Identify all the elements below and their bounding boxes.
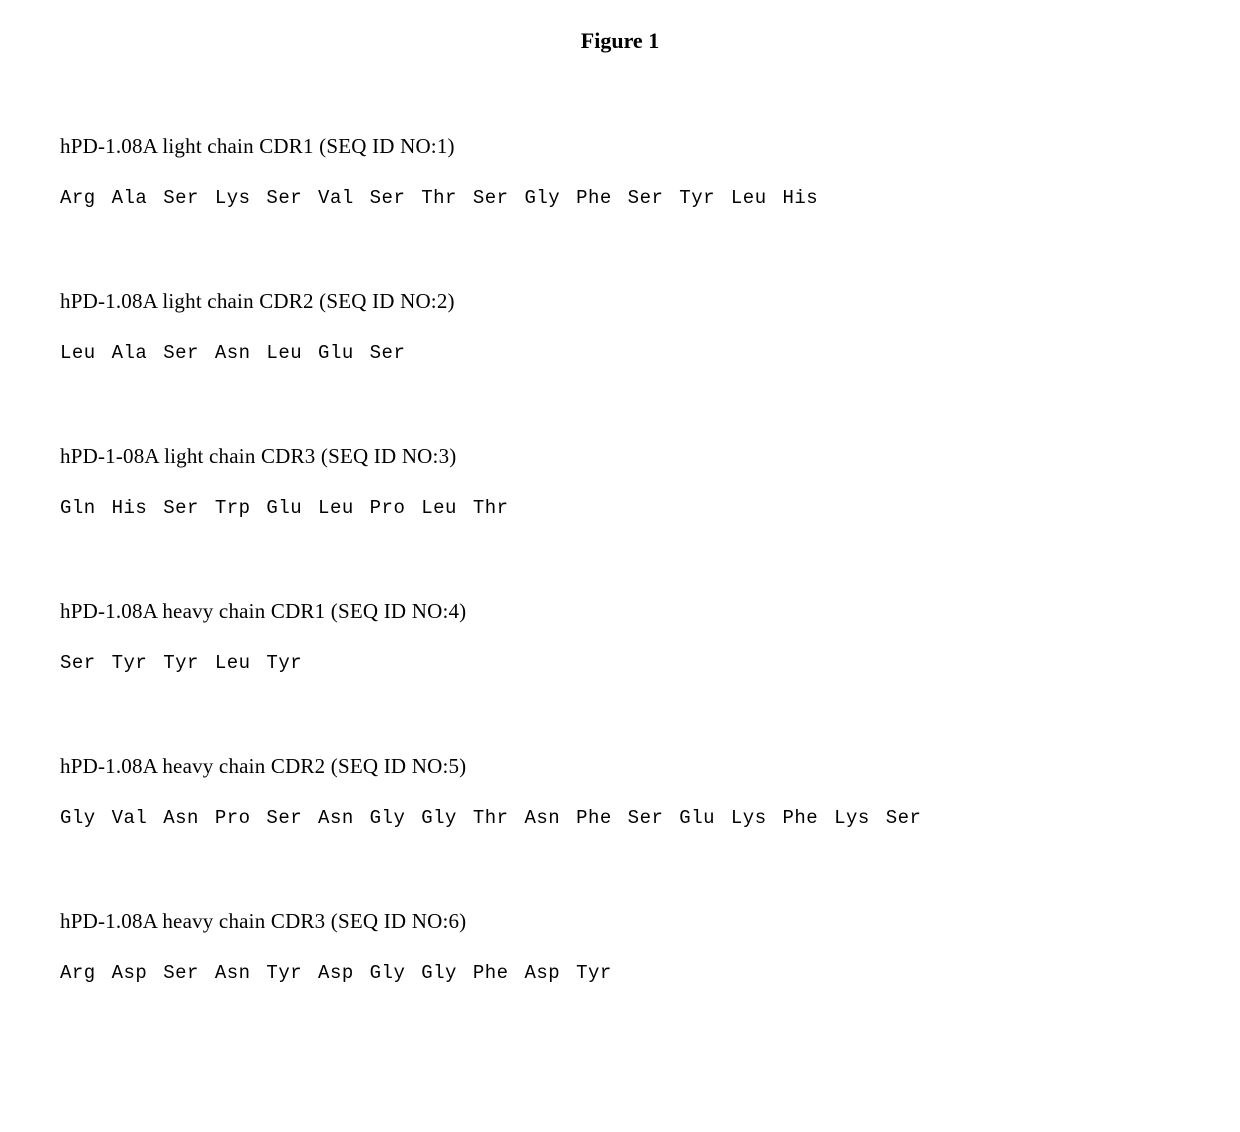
sequence-label: hPD-1.08A heavy chain CDR3 (SEQ ID NO:6) xyxy=(60,909,1180,934)
sequence-residues: Leu Ala Ser Asn Leu Glu Ser xyxy=(60,342,1180,364)
sequence-block: hPD-1.08A light chain CDR1 (SEQ ID NO:1)… xyxy=(60,134,1180,209)
sequence-label: hPD-1-08A light chain CDR3 (SEQ ID NO:3) xyxy=(60,444,1180,469)
sequence-block: hPD-1-08A light chain CDR3 (SEQ ID NO:3)… xyxy=(60,444,1180,519)
figure-title: Figure 1 xyxy=(60,28,1180,54)
sequence-label: hPD-1.08A heavy chain CDR2 (SEQ ID NO:5) xyxy=(60,754,1180,779)
sequence-block: hPD-1.08A heavy chain CDR2 (SEQ ID NO:5)… xyxy=(60,754,1180,829)
sequence-block: hPD-1.08A heavy chain CDR3 (SEQ ID NO:6)… xyxy=(60,909,1180,984)
sequence-residues: Arg Ala Ser Lys Ser Val Ser Thr Ser Gly … xyxy=(60,187,1180,209)
sequence-label: hPD-1.08A light chain CDR2 (SEQ ID NO:2) xyxy=(60,289,1180,314)
sequence-block: hPD-1.08A light chain CDR2 (SEQ ID NO:2)… xyxy=(60,289,1180,364)
sequence-label: hPD-1.08A heavy chain CDR1 (SEQ ID NO:4) xyxy=(60,599,1180,624)
sequence-block: hPD-1.08A heavy chain CDR1 (SEQ ID NO:4)… xyxy=(60,599,1180,674)
sequence-residues: Gln His Ser Trp Glu Leu Pro Leu Thr xyxy=(60,497,1180,519)
sequence-residues: Arg Asp Ser Asn Tyr Asp Gly Gly Phe Asp … xyxy=(60,962,1180,984)
figure-page: Figure 1 hPD-1.08A light chain CDR1 (SEQ… xyxy=(0,0,1240,1104)
sequence-residues: Gly Val Asn Pro Ser Asn Gly Gly Thr Asn … xyxy=(60,807,1180,829)
sequence-label: hPD-1.08A light chain CDR1 (SEQ ID NO:1) xyxy=(60,134,1180,159)
sequence-residues: Ser Tyr Tyr Leu Tyr xyxy=(60,652,1180,674)
